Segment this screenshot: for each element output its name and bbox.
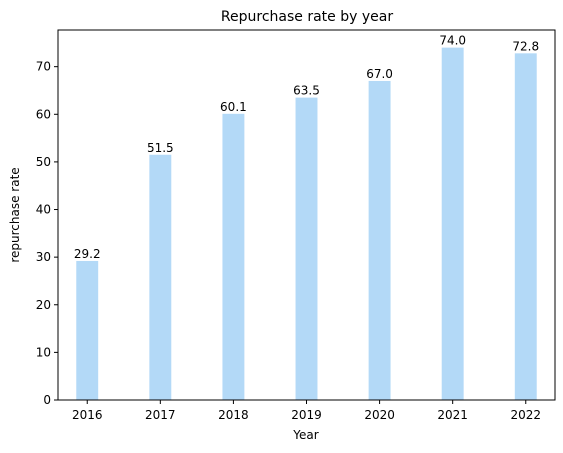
y-tick-label-50: 50 (36, 155, 51, 169)
y-tick-label-70: 70 (36, 60, 51, 74)
y-axis-label: repurchase rate (8, 167, 22, 262)
value-label-2019: 63.5 (293, 84, 320, 98)
y-tick-label-20: 20 (36, 298, 51, 312)
value-label-2020: 67.0 (366, 67, 393, 81)
chart-title: Repurchase rate by year (221, 9, 393, 25)
bar-2019 (295, 97, 318, 401)
bar-2016 (76, 260, 99, 400)
bar-2020 (368, 80, 391, 400)
y-axis-ticks: 0 10 20 30 40 50 60 70 (36, 60, 58, 407)
value-label-2018: 60.1 (220, 100, 247, 114)
y-tick-label-40: 40 (36, 203, 51, 217)
value-label-2016: 29.2 (74, 247, 101, 261)
y-tick-label-10: 10 (36, 345, 51, 359)
x-tick-label-2018: 2018 (218, 408, 249, 422)
bar-2021 (441, 47, 464, 401)
x-tick-label-2019: 2019 (291, 408, 322, 422)
x-tick-label-2016: 2016 (72, 408, 103, 422)
bar-2017 (149, 154, 172, 400)
x-axis-label: Year (292, 428, 318, 442)
x-tick-label-2022: 2022 (510, 408, 541, 422)
y-tick-label-0: 0 (43, 393, 51, 407)
y-tick-label-60: 60 (36, 107, 51, 121)
x-tick-label-2021: 2021 (437, 408, 468, 422)
x-tick-label-2017: 2017 (145, 408, 176, 422)
bars-group (76, 47, 537, 401)
bar-2018 (222, 113, 245, 400)
plot-frame (57, 29, 556, 401)
bar-2022 (514, 53, 537, 400)
x-tick-label-2020: 2020 (364, 408, 395, 422)
y-tick-label-30: 30 (36, 250, 51, 264)
value-label-2017: 51.5 (147, 141, 174, 155)
value-labels-group: 29.2 51.5 60.1 63.5 67.0 74.0 72.8 (74, 34, 539, 261)
x-axis-ticks: 2016 2017 2018 2019 2020 2021 2022 (72, 400, 541, 422)
value-label-2021: 74.0 (439, 34, 466, 48)
value-label-2022: 72.8 (512, 39, 539, 53)
